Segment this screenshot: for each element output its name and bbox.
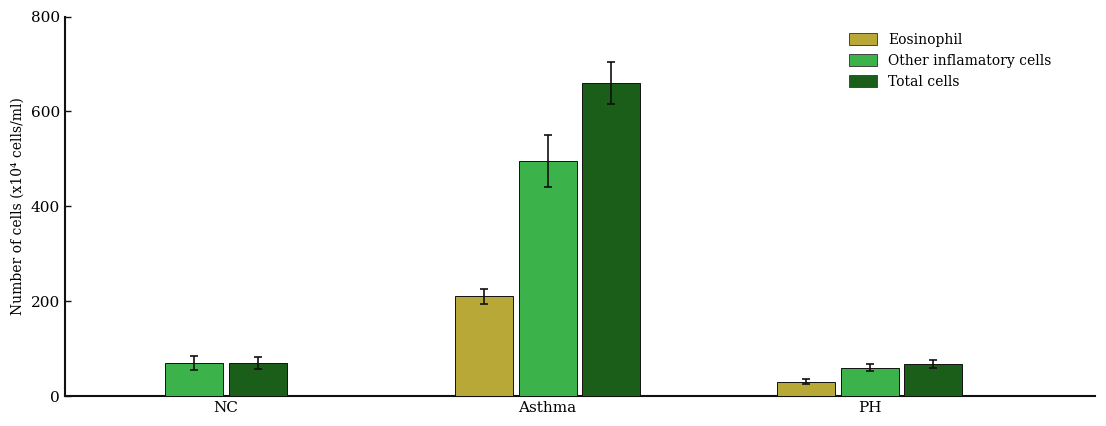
Bar (583, 83, 640, 396)
Bar (841, 368, 898, 396)
Bar (165, 363, 222, 396)
Legend: Eosinophil, Other inflamatory cells, Total cells: Eosinophil, Other inflamatory cells, Tot… (844, 27, 1057, 94)
Bar (776, 382, 835, 396)
Bar (519, 161, 576, 396)
Bar (229, 363, 286, 396)
Bar (455, 296, 513, 396)
Y-axis label: Number of cells (x10⁴ cells/ml): Number of cells (x10⁴ cells/ml) (11, 98, 25, 315)
Bar (905, 364, 962, 396)
